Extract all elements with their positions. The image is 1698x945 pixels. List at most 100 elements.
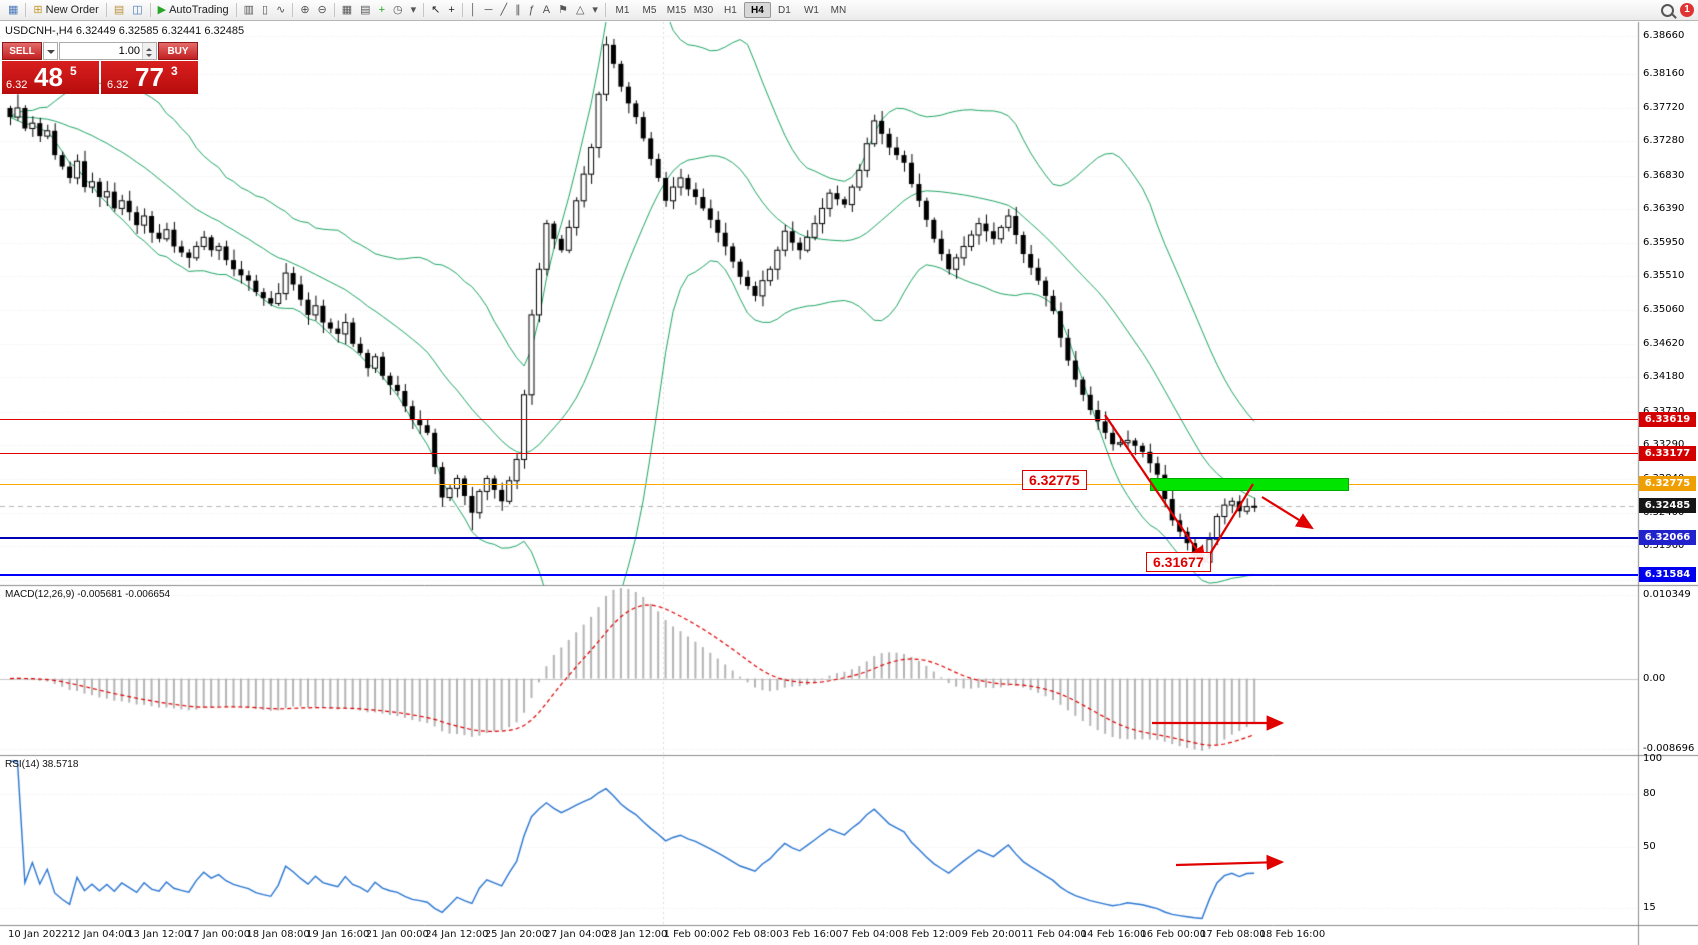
channel-icon[interactable]: ∥ bbox=[511, 2, 525, 19]
add-indicator-button[interactable]: + bbox=[375, 2, 389, 19]
price-axis-label: 6.35060 bbox=[1643, 304, 1685, 316]
horizontal-line-6.33177[interactable] bbox=[0, 453, 1638, 455]
zoom-in-icon[interactable]: ⊕ bbox=[296, 2, 313, 19]
time-axis-label[interactable]: 27 Jan 04:00 bbox=[544, 929, 608, 940]
autotrading-button[interactable]: ▶ AutoTrading bbox=[154, 2, 233, 19]
time-axis-label[interactable]: 16 Feb 00:00 bbox=[1140, 929, 1206, 940]
charts-menu-icon: ▦ bbox=[8, 3, 19, 16]
charts-menu-icon[interactable]: ▦ bbox=[4, 2, 22, 19]
templates-caret-icon[interactable]: ▾ bbox=[407, 2, 421, 19]
timeframe-m15-button[interactable]: M15 bbox=[663, 2, 690, 18]
window-layout-icon[interactable]: ◫ bbox=[128, 2, 146, 19]
sell-price-big: 48 bbox=[34, 62, 63, 92]
fibonacci-icon[interactable]: ƒ bbox=[525, 2, 539, 19]
autotrading-button-label: AutoTrading bbox=[169, 4, 229, 16]
shapes-icon[interactable]: △ bbox=[572, 2, 588, 19]
period-clock-icon[interactable]: ◷ bbox=[389, 2, 407, 19]
red-trend-arrow[interactable] bbox=[1261, 496, 1314, 530]
label-icon[interactable]: ⚑ bbox=[554, 2, 572, 19]
fibonacci-icon: ƒ bbox=[528, 3, 535, 16]
sell-button[interactable]: SELL bbox=[2, 42, 42, 60]
horizontal-line-6.32066[interactable] bbox=[0, 537, 1638, 540]
time-axis-label[interactable]: 17 Jan 00:00 bbox=[186, 929, 251, 940]
price-axis-label: 6.34620 bbox=[1643, 337, 1685, 349]
volume-spinner bbox=[142, 43, 156, 59]
time-axis-label[interactable]: 13 Jan 12:00 bbox=[127, 929, 191, 940]
zoom-out-icon[interactable]: ⊖ bbox=[314, 2, 331, 19]
sell-price-display[interactable]: 6.32 48 5 bbox=[2, 61, 99, 94]
time-axis-label[interactable]: 10 Jan 2022 bbox=[8, 929, 68, 940]
macd-axis-label: 0.00 bbox=[1643, 672, 1666, 684]
price-annotation-32775[interactable]: 6.32775 bbox=[1022, 470, 1087, 490]
vertical-line-icon[interactable]: │ bbox=[466, 2, 481, 19]
candlestick-chart-icon[interactable]: ▯ bbox=[258, 2, 272, 19]
buy-price-big: 77 bbox=[135, 62, 164, 92]
price-axis-badge: 6.33177 bbox=[1639, 445, 1696, 461]
volume-input[interactable] bbox=[60, 43, 142, 59]
time-axis-label[interactable]: 19 Jan 16:00 bbox=[306, 929, 370, 940]
timeframe-m30-button[interactable]: M30 bbox=[690, 2, 717, 18]
volume-up-button[interactable] bbox=[143, 43, 156, 51]
horizontal-line-6.33619[interactable] bbox=[0, 419, 1638, 421]
time-axis-label[interactable]: 7 Feb 04:00 bbox=[842, 929, 902, 940]
horizontal-line-icon[interactable]: ─ bbox=[481, 2, 497, 19]
label-icon: ⚑ bbox=[558, 3, 568, 16]
zoom-in-icon: ⊕ bbox=[300, 3, 310, 16]
time-axis-label[interactable]: 28 Jan 12:00 bbox=[604, 929, 668, 940]
time-axis-label[interactable]: 17 Feb 08:00 bbox=[1200, 929, 1266, 940]
price-axis-label: 6.37280 bbox=[1643, 135, 1685, 147]
timeframe-m5-button[interactable]: M5 bbox=[636, 2, 663, 18]
search-icon[interactable] bbox=[1661, 3, 1674, 17]
new-order-button-label: New Order bbox=[45, 4, 99, 16]
volume-down-button[interactable] bbox=[143, 51, 156, 59]
bar-chart-icon[interactable]: ▥ bbox=[240, 2, 258, 19]
red-trend-arrow[interactable] bbox=[1175, 854, 1285, 871]
order-options-caret[interactable] bbox=[43, 42, 58, 60]
time-axis-label[interactable]: 21 Jan 00:00 bbox=[365, 929, 429, 940]
timeframe-m1-button[interactable]: M1 bbox=[609, 2, 636, 18]
shapes-caret-icon[interactable]: ▾ bbox=[588, 2, 602, 19]
time-axis-label[interactable]: 3 Feb 16:00 bbox=[782, 929, 843, 940]
red-trend-arrow[interactable] bbox=[1204, 483, 1254, 563]
text-icon[interactable]: A bbox=[539, 2, 554, 19]
indicator-list-icon[interactable]: ▤ bbox=[356, 2, 374, 19]
time-axis-label[interactable]: 8 Feb 12:00 bbox=[902, 929, 962, 940]
toolbar-separator bbox=[604, 3, 606, 17]
macd-axis-label: 0.010349 bbox=[1643, 589, 1691, 601]
time-axis-label[interactable]: 24 Jan 12:00 bbox=[425, 929, 489, 940]
time-axis-label[interactable]: 25 Jan 20:00 bbox=[484, 929, 549, 940]
new-order-button[interactable]: ⊞ New Order bbox=[29, 2, 102, 19]
time-axis-label[interactable]: 9 Feb 20:00 bbox=[961, 929, 1021, 940]
bar-chart-icon: ▥ bbox=[243, 3, 255, 16]
horizontal-line-6.32775[interactable] bbox=[0, 483, 1638, 485]
timeframe-mn-button[interactable]: MN bbox=[825, 2, 852, 18]
buy-price-display[interactable]: 6.32 77 3 bbox=[101, 61, 198, 94]
red-trend-arrow[interactable] bbox=[1104, 414, 1207, 564]
line-chart-icon[interactable]: ∿ bbox=[272, 2, 289, 19]
time-axis-label[interactable]: 18 Feb 16:00 bbox=[1259, 929, 1326, 940]
trendline-icon[interactable]: ╱ bbox=[496, 2, 511, 19]
buy-button[interactable]: BUY bbox=[158, 42, 198, 60]
profiles-icon[interactable]: ▤ bbox=[110, 2, 128, 19]
tile-windows-icon[interactable]: ▦ bbox=[338, 2, 356, 19]
timeframe-w1-button[interactable]: W1 bbox=[798, 2, 825, 18]
timeframe-d1-button[interactable]: D1 bbox=[771, 2, 798, 18]
horizontal-line-6.31584[interactable] bbox=[0, 573, 1638, 576]
time-axis-label[interactable]: 11 Feb 04:00 bbox=[1021, 929, 1087, 940]
time-axis-label[interactable]: 14 Feb 16:00 bbox=[1080, 929, 1147, 940]
time-axis-label[interactable]: 12 Jan 04:00 bbox=[67, 929, 131, 940]
notification-badge[interactable]: 1 bbox=[1680, 3, 1694, 17]
timeframe-h4-button[interactable]: H4 bbox=[743, 2, 771, 18]
cursor-icon[interactable]: ↖ bbox=[427, 2, 444, 19]
time-axis-label[interactable]: 1 Feb 00:00 bbox=[663, 929, 723, 940]
cursor-icon: ↖ bbox=[431, 3, 441, 16]
time-axis-label[interactable]: 2 Feb 08:00 bbox=[723, 929, 783, 940]
sell-price-prefix: 6.32 bbox=[6, 79, 28, 91]
price-annotation-31677[interactable]: 6.31677 bbox=[1146, 552, 1211, 572]
horizontal-line-icon: ─ bbox=[484, 3, 493, 16]
time-axis-label[interactable]: 18 Jan 08:00 bbox=[246, 929, 310, 940]
timeframe-h1-button[interactable]: H1 bbox=[717, 2, 744, 18]
crosshair-icon[interactable]: + bbox=[444, 2, 458, 19]
